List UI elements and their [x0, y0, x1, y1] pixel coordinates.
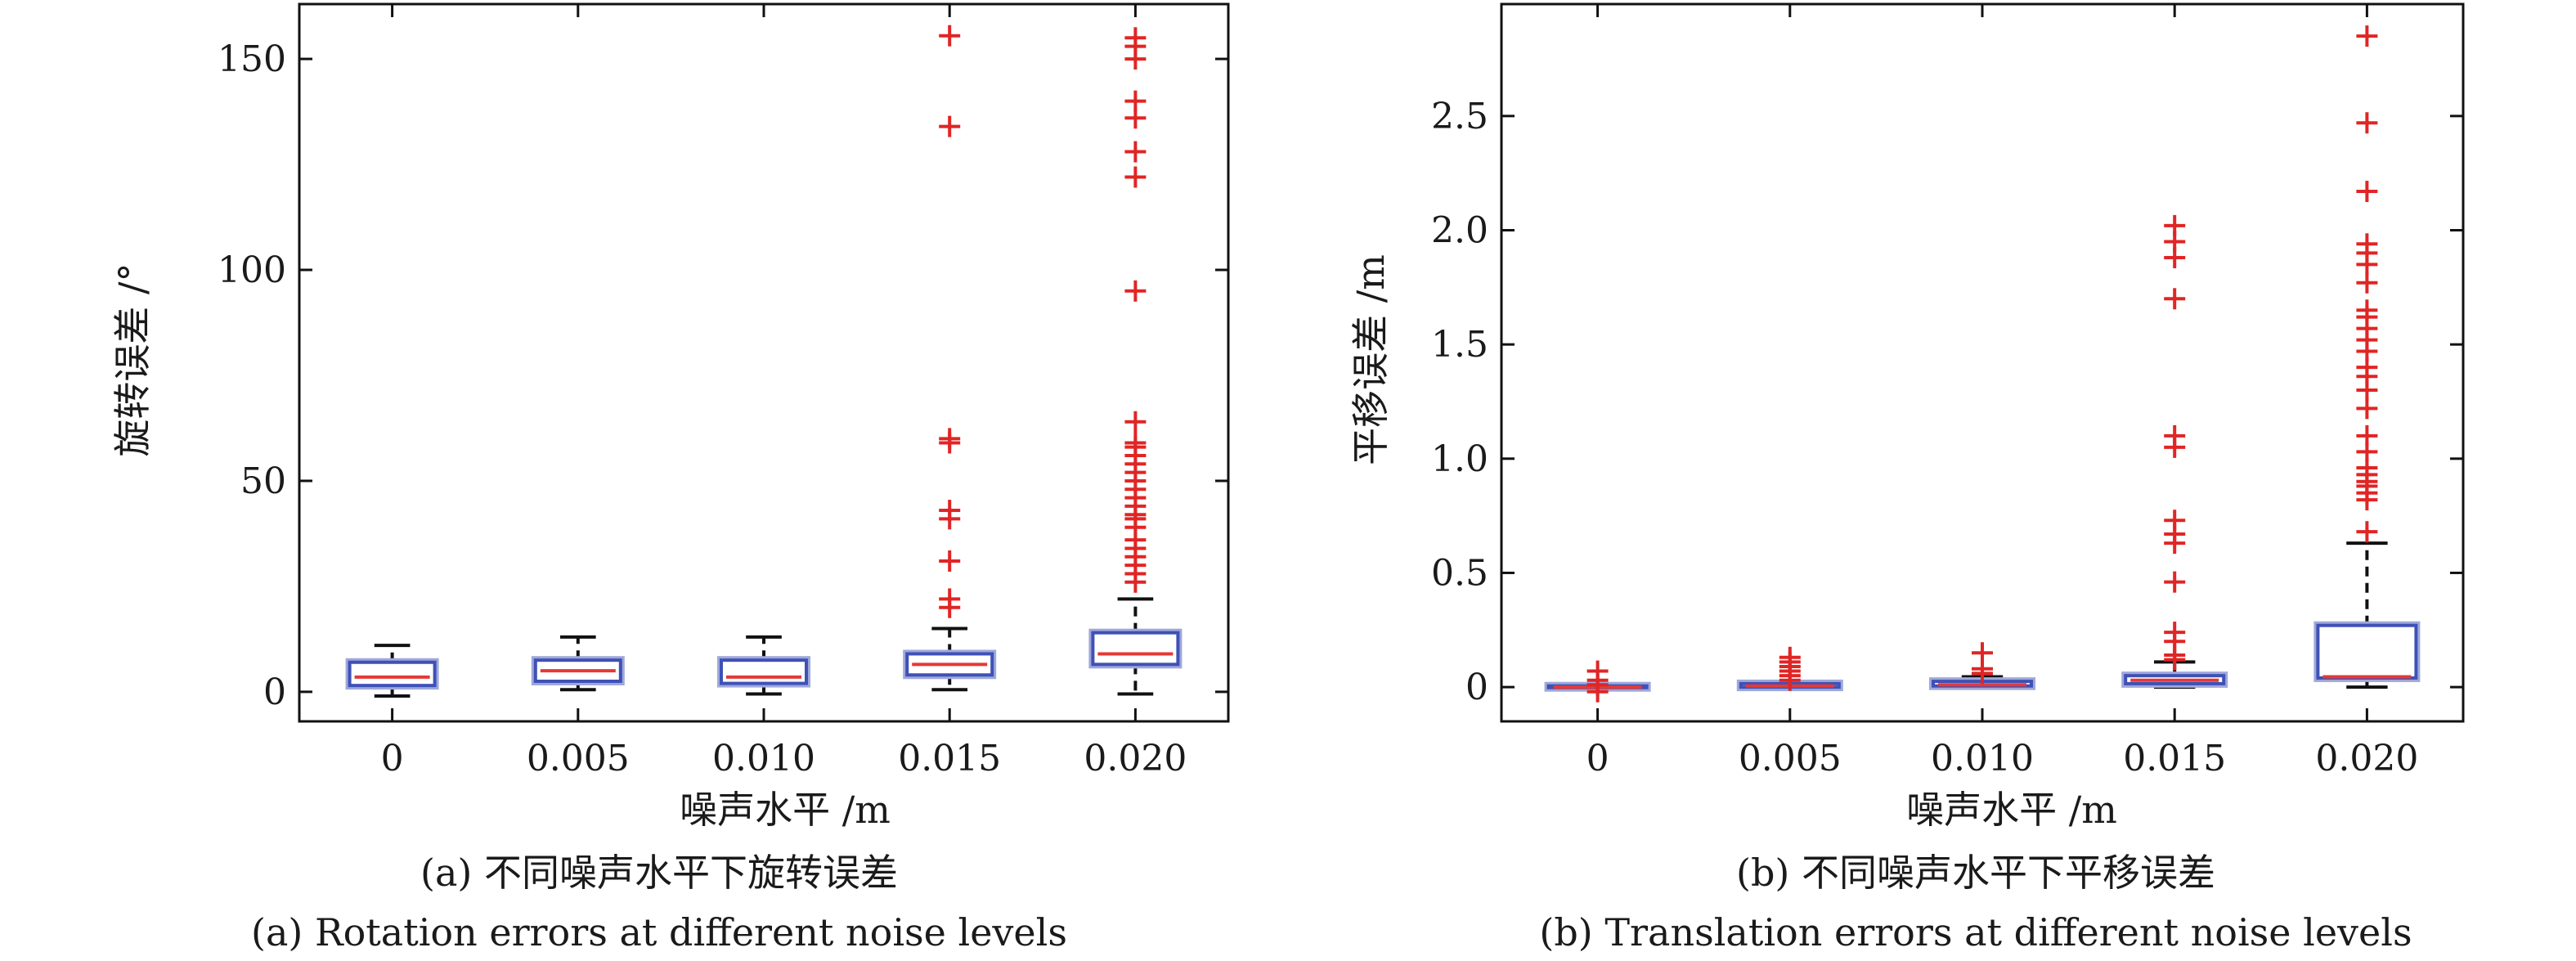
outlier-marker — [939, 428, 961, 450]
box-body — [1091, 631, 1180, 667]
box-0.005 — [531, 635, 625, 692]
caption-en-translation: (b) Translation errors at different nois… — [1539, 910, 2412, 954]
outlier-marker — [2356, 112, 2378, 134]
outlier-marker — [2164, 622, 2186, 644]
x-tick-label: 0.005 — [527, 738, 630, 779]
box-0.015 — [2121, 214, 2228, 689]
outlier-marker — [2356, 272, 2378, 294]
outlier-marker — [1779, 646, 1801, 668]
box-0.020 — [2313, 25, 2421, 689]
caption-cn-rotation: (a) 不同噪声水平下旋转误差 — [420, 851, 898, 895]
panel-rotation-errors: 旋转误差 /° 噪声水平 /m (a) 不同噪声水平下旋转误差 (a) Rota… — [110, 2, 1230, 954]
axes-frame — [298, 2, 1230, 723]
outlier-marker — [2356, 521, 2378, 543]
x-tick-label: 0.020 — [1084, 738, 1187, 779]
y-tick-label: 0 — [263, 671, 286, 713]
box-0.020 — [1088, 27, 1183, 696]
box-body — [720, 658, 808, 685]
outlier-marker — [2164, 288, 2186, 310]
box-0.015 — [903, 25, 997, 692]
y-tick-label: 0 — [1465, 667, 1488, 708]
plot-area: 0 50 100 150 0 0.005 0.010 0.015 0.020 — [218, 2, 1230, 779]
caption-cn-translation: (b) 不同噪声水平下平移误差 — [1736, 851, 2215, 895]
y-tick-label: 2.0 — [1431, 210, 1488, 252]
outlier-marker — [2164, 510, 2186, 532]
x-tick-label: 0.010 — [712, 738, 815, 779]
box-0.010 — [1929, 642, 2035, 690]
outlier-marker — [2356, 424, 2378, 447]
y-tick-label: 100 — [218, 249, 286, 291]
x-tick-label: 0.005 — [1739, 738, 1842, 779]
outlier-marker — [2356, 181, 2378, 203]
x-tick-label: 0.020 — [2315, 738, 2418, 779]
plot-area: 0 0.5 1.0 1.5 2.0 2.5 0 0.005 0.010 0.015 0.020 — [1431, 2, 2465, 779]
box-0.010 — [717, 635, 810, 696]
outlier-marker — [2356, 233, 2378, 255]
outlier-marker — [1124, 411, 1147, 433]
y-tick-label: 1.0 — [1431, 438, 1488, 480]
outlier-marker — [1972, 642, 1993, 664]
outlier-marker — [1124, 27, 1147, 49]
outlier-marker — [2164, 571, 2186, 593]
outlier-marker — [1124, 141, 1147, 163]
y-tick-label: 0.5 — [1431, 552, 1488, 594]
panel-translation-errors: 平移误差 /m 噪声水平 /m (b) 不同噪声水平下平移误差 (b) Tran… — [1349, 2, 2465, 954]
y-axis-label-translation: 平移误差 /m — [1349, 254, 1393, 465]
y-tick-label: 150 — [218, 38, 286, 80]
axes-frame — [1500, 2, 2465, 723]
box-body — [2316, 623, 2418, 680]
outlier-marker — [1124, 166, 1147, 188]
y-tick-label: 50 — [240, 460, 286, 502]
outlier-marker — [939, 588, 961, 610]
outlier-marker — [1124, 90, 1147, 112]
box-0 — [345, 644, 439, 698]
outlier-marker — [939, 25, 961, 47]
x-tick-label: 0 — [381, 738, 404, 779]
box-0 — [1544, 660, 1651, 703]
caption-en-rotation: (a) Rotation errors at different noise l… — [251, 910, 1067, 954]
outlier-marker — [939, 550, 961, 572]
y-axis-label-rotation: 旋转误差 /° — [110, 263, 155, 456]
outlier-marker — [1124, 432, 1147, 454]
x-tick-label: 0.015 — [898, 738, 1001, 779]
outlier-marker — [939, 500, 961, 522]
outlier-marker — [2164, 424, 2186, 447]
x-axis-label-translation: 噪声水平 /m — [1906, 788, 2117, 832]
outlier-marker — [2164, 214, 2186, 236]
x-tick-label: 0.015 — [2123, 738, 2226, 779]
y-tick-label: 2.5 — [1431, 96, 1488, 137]
x-axis-label-rotation: 噪声水平 /m — [680, 788, 891, 832]
outlier-marker — [939, 115, 961, 137]
box-0.005 — [1736, 646, 1843, 692]
box-body — [348, 660, 437, 688]
outlier-marker — [1586, 660, 1609, 682]
outlier-marker — [2356, 299, 2378, 321]
x-tick-label: 0 — [1586, 738, 1609, 779]
outlier-marker — [1124, 280, 1147, 302]
x-tick-label: 0.010 — [1931, 738, 2034, 779]
outlier-marker — [2356, 397, 2378, 420]
y-tick-label: 1.5 — [1431, 324, 1488, 366]
outlier-marker — [2356, 25, 2378, 47]
